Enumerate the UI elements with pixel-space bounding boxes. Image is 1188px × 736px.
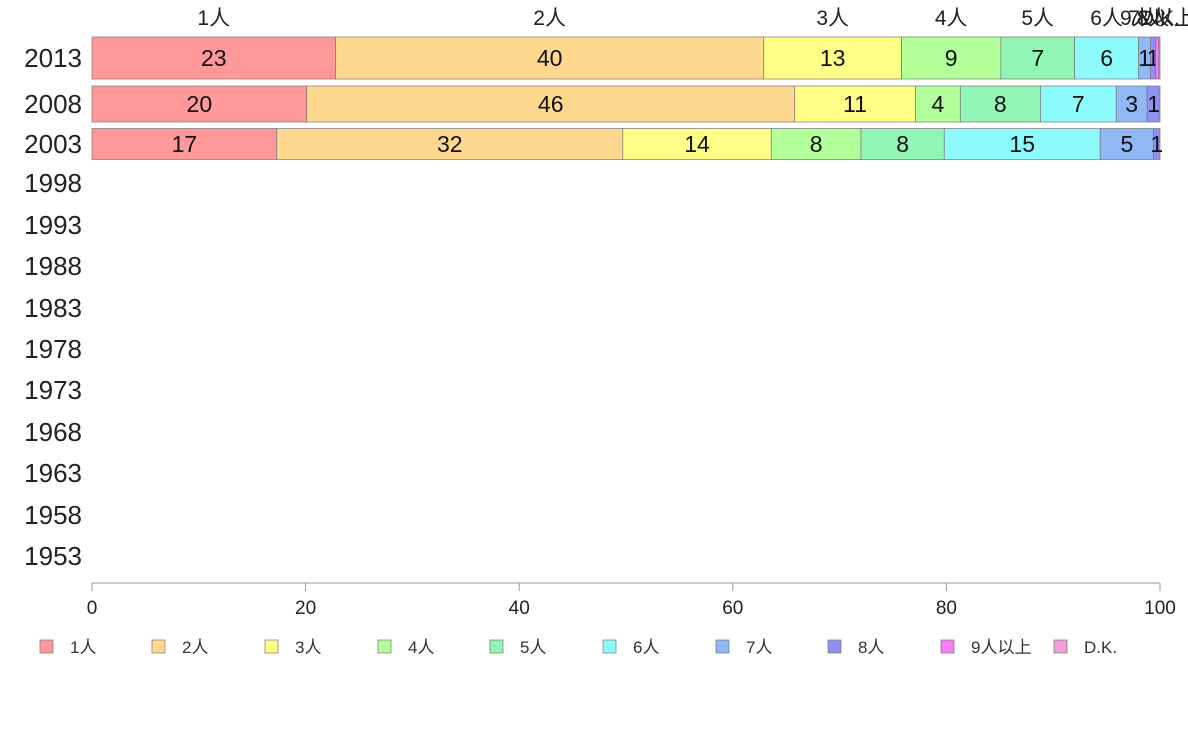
y-label-1968: 1968	[24, 417, 82, 447]
data-label-2008-4人: 4	[931, 91, 944, 117]
bar-2008-2人	[306, 85, 796, 123]
top-label-1人: 1人	[197, 7, 230, 30]
bar-2013-5人	[1000, 36, 1075, 80]
top-label-2人: 2人	[533, 7, 566, 30]
legend-swatch-2人	[151, 639, 166, 654]
data-label-2013-2人: 40	[537, 45, 563, 71]
bar-2003-2人	[276, 128, 624, 160]
data-label-2008-2人: 46	[538, 91, 564, 117]
x-tick-label-0: 0	[87, 598, 98, 619]
y-label-1988: 1988	[24, 251, 82, 281]
bar-2008-6人	[1040, 85, 1117, 123]
legend-swatch-3人	[264, 639, 279, 654]
y-axis-labels: 2013 2008 2003 1998 1993 1988 1983 1978 1973 1968…	[24, 43, 82, 571]
data-label-2003-4人: 8	[810, 131, 823, 157]
legend-label-2人: 2人	[182, 638, 208, 657]
legend-swatch-1人	[39, 639, 54, 654]
data-label-2003-8人: 1	[1150, 131, 1163, 157]
data-label-2003-6人: 15	[1009, 131, 1035, 157]
top-label-8人: 8人	[1137, 7, 1170, 30]
legend-swatch-D.K.	[1053, 639, 1068, 654]
top-label-4人: 4人	[935, 7, 968, 30]
data-label-2013-6人: 6	[1100, 45, 1113, 71]
y-label-1953: 1953	[24, 541, 82, 571]
x-tick-label-40: 40	[509, 598, 530, 619]
y-label-2003: 2003	[24, 129, 82, 159]
legend-swatch-4人	[377, 639, 392, 654]
top-label-9人以上: 9人以上	[1120, 7, 1188, 30]
top-label-D.K.: D.K.	[1139, 7, 1180, 30]
y-label-1978: 1978	[24, 334, 82, 364]
x-axis: 0 20 40 60 80 100	[87, 582, 1176, 619]
legend-label-5人: 5人	[520, 638, 546, 657]
bar-2013-D.K.	[1158, 36, 1161, 80]
bar-2013-2人	[335, 36, 765, 80]
legend-swatch-7人	[715, 639, 730, 654]
data-label-2008-6人: 7	[1072, 91, 1085, 117]
bar-2008-8人	[1146, 85, 1161, 123]
y-label-2008: 2008	[24, 89, 82, 119]
legend-label-9人以上: 9人以上	[971, 638, 1031, 657]
data-label-2013-7人: 1	[1138, 45, 1151, 71]
bar-2013-6人	[1074, 36, 1139, 80]
legend-label-8人: 8人	[858, 638, 884, 657]
y-label-1998: 1998	[24, 168, 82, 198]
bar-2013-3人	[763, 36, 902, 80]
data-label-2008-1人: 20	[187, 91, 213, 117]
y-label-1973: 1973	[24, 375, 82, 405]
legend-label-1人: 1人	[70, 638, 96, 657]
bar-2013-4人	[901, 36, 1002, 80]
data-label-2013-3人: 13	[820, 45, 846, 71]
bar-2003-6人	[943, 128, 1101, 160]
top-label-6人: 6人	[1090, 7, 1123, 30]
data-label-2013-5人: 7	[1031, 45, 1044, 71]
legend-label-D.K.: D.K.	[1084, 638, 1117, 657]
y-label-1958: 1958	[24, 500, 82, 530]
top-label-3人: 3人	[816, 7, 849, 30]
data-label-2003-2人: 32	[437, 131, 463, 157]
legend-swatch-5人	[489, 639, 504, 654]
legend-label-3人: 3人	[295, 638, 321, 657]
x-tick-label-80: 80	[936, 598, 957, 619]
data-label-2008-7人: 3	[1125, 91, 1138, 117]
legend-label-4人: 4人	[408, 638, 434, 657]
y-label-1983: 1983	[24, 293, 82, 323]
bar-2003-3人	[622, 128, 772, 160]
legend: 1人 2人 3人 4人 5人 6人 7人 8人 9人以上 D.K.	[39, 638, 1117, 657]
data-label-2003-5人: 8	[896, 131, 909, 157]
bar-2008-1人	[91, 85, 308, 123]
top-label-5人: 5人	[1021, 7, 1054, 30]
data-label-2008-3人: 11	[843, 91, 867, 117]
bar-2008-4人	[915, 85, 961, 123]
data-label-2013-1人: 23	[201, 45, 227, 71]
bar-2008-3人	[794, 85, 916, 123]
bar-2013-1人	[91, 36, 336, 80]
y-label-1993: 1993	[24, 210, 82, 240]
data-label-2003-3人: 14	[684, 131, 710, 157]
x-tick-label-100: 100	[1144, 598, 1176, 619]
legend-swatch-6人	[602, 639, 617, 654]
top-label-7人: 7人	[1128, 7, 1161, 30]
y-label-1963: 1963	[24, 458, 82, 488]
legend-label-7人: 7人	[746, 638, 772, 657]
bar-2008-5人	[959, 85, 1041, 123]
data-label-2003-7人: 5	[1120, 131, 1133, 157]
x-tick-label-60: 60	[722, 598, 743, 619]
bar-2008-7人	[1115, 85, 1148, 123]
data-label-2008-8人: 1	[1147, 91, 1160, 117]
y-label-2013: 2013	[24, 43, 82, 73]
legend-swatch-8人	[827, 639, 842, 654]
x-tick-label-20: 20	[295, 598, 316, 619]
bar-2013-9人以上	[1155, 36, 1160, 80]
data-label-2013-4人: 9	[945, 45, 958, 71]
bar-2003-8人	[1153, 128, 1161, 160]
legend-label-6人: 6人	[633, 638, 659, 657]
legend-swatch-9人以上	[940, 639, 955, 654]
data-label-2003-1人: 17	[172, 131, 198, 157]
data-label-2008-5人: 8	[994, 91, 1007, 117]
